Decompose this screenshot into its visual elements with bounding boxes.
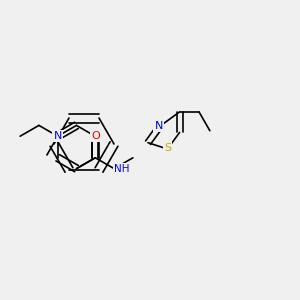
Text: N: N bbox=[91, 131, 99, 141]
Text: O: O bbox=[91, 131, 100, 141]
Text: NH: NH bbox=[114, 164, 130, 174]
Text: N: N bbox=[154, 121, 163, 131]
Text: N: N bbox=[53, 131, 62, 141]
Text: S: S bbox=[164, 142, 171, 152]
